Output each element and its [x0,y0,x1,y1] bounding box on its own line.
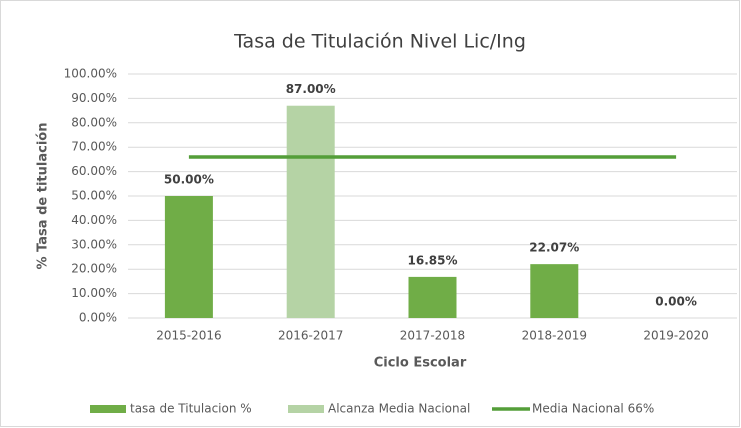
bar [408,276,457,318]
x-tick-label: 2019-2020 [643,329,708,343]
bar [530,264,579,318]
y-tick-label: 90.00% [71,91,117,105]
y-tick-label: 20.00% [71,262,117,276]
y-axis-title: % Tasa de titulación [36,123,51,270]
y-tick-label: 70.00% [71,140,117,154]
x-tick-label: 2015-2016 [156,329,221,343]
data-label: 22.07% [529,241,579,255]
legend-label: Media Nacional 66% [532,402,654,416]
y-tick-label: 30.00% [71,237,117,251]
x-tick-label: 2018-2019 [522,329,587,343]
y-tick-label: 80.00% [71,115,117,129]
legend-swatch [288,405,324,413]
data-label: 16.85% [408,253,458,267]
legend-label: Alcanza Media Nacional [328,402,470,416]
data-label: 87.00% [286,82,336,96]
bar [286,105,335,318]
y-tick-label: 0.00% [79,311,117,325]
x-axis-title: Ciclo Escolar [374,356,467,371]
legend-swatch [90,405,126,413]
x-tick-label: 2017-2018 [400,329,465,343]
y-tick-label: 50.00% [71,189,117,203]
y-tick-label: 40.00% [71,213,117,227]
y-tick-label: 10.00% [71,286,117,300]
data-label: 50.00% [164,173,214,187]
y-tick-label: 100.00% [64,67,117,81]
bar [164,196,213,318]
legend-label: tasa de Titulacion % [130,402,252,416]
data-label: 0.00% [655,295,697,309]
chart-title: Tasa de Titulación Nivel Lic/Ing [233,31,526,53]
x-tick-label: 2016-2017 [278,329,343,343]
y-tick-label: 60.00% [71,164,117,178]
